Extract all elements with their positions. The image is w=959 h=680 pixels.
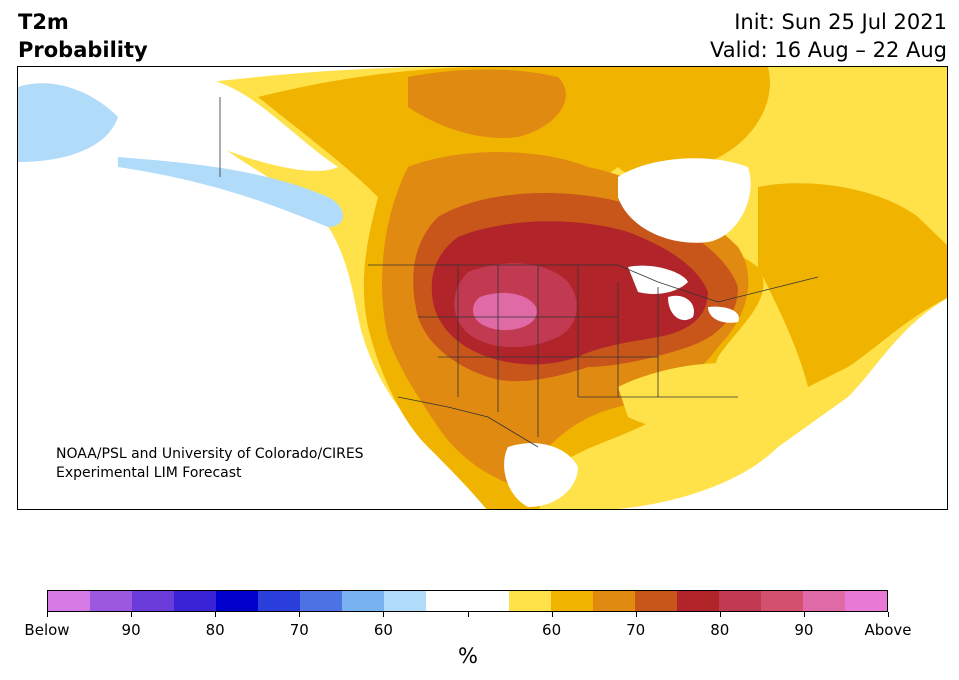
colorbar-tick-mark <box>635 612 637 617</box>
colorbar-segment <box>845 591 888 611</box>
colorbar-tick-label: 80 <box>710 621 730 639</box>
state-lines <box>418 265 738 437</box>
valid-range: Valid: 16 Aug – 22 Aug <box>709 38 947 62</box>
map-svg <box>18 67 947 509</box>
region-90pct-core <box>473 292 537 331</box>
colorbar-tick-label: 60 <box>373 621 393 639</box>
colorbar-segment <box>48 591 90 611</box>
colorbar-tick-label: Below <box>24 621 70 639</box>
alaska-interior-white <box>118 73 338 171</box>
colorbar-segment <box>761 591 804 611</box>
colorbar-tick-mark <box>47 612 48 617</box>
credit-line1: NOAA/PSL and University of Colorado/CIRE… <box>56 446 364 462</box>
colorbar-segment <box>341 591 384 611</box>
colorbar-segment <box>635 591 678 611</box>
colorbar-segment <box>467 591 510 611</box>
forecast-info: Init: Sun 25 Jul 2021 Valid: 16 Aug – 22… <box>710 8 947 64</box>
colorbar-segment <box>425 591 468 611</box>
colorbar-tick-mark <box>131 612 133 617</box>
colorbar-tick-mark <box>888 612 889 617</box>
colorbar-segment <box>173 591 216 611</box>
init-date: Init: Sun 25 Jul 2021 <box>734 10 947 34</box>
colorbar-segment <box>677 591 720 611</box>
colorbar-tick-label: 60 <box>542 621 562 639</box>
colorbar-tick-mark <box>467 612 469 617</box>
colorbar-segment <box>299 591 342 611</box>
colorbar-segment <box>803 591 846 611</box>
colorbar-segment <box>551 591 594 611</box>
region-60-70pct-orange-east <box>758 183 947 387</box>
colorbar-segment <box>383 591 426 611</box>
credit-line2: Experimental LIM Forecast <box>56 465 242 481</box>
colorbar-tick-mark <box>803 612 805 617</box>
colorbar-segment <box>215 591 258 611</box>
title-subtitle: Probability <box>18 38 148 62</box>
region-mexico-white <box>504 443 578 507</box>
us-mexico-border <box>397 396 539 448</box>
colorbar-segment <box>593 591 636 611</box>
colorbar <box>47 590 888 612</box>
region-cold-alaska-coast <box>118 157 343 227</box>
colorbar-tick-mark <box>299 612 301 617</box>
colorbar-segment <box>131 591 174 611</box>
hudson-bay <box>618 158 751 243</box>
us-canada-border <box>368 264 819 303</box>
probability-map: NOAA/PSL and University of Colorado/CIRE… <box>17 66 948 510</box>
map-title: T2m Probability <box>18 8 148 64</box>
political-borders <box>219 97 819 448</box>
colorbar-tick-mark <box>383 612 385 617</box>
colorbar-segment <box>509 591 552 611</box>
credit-text: NOAA/PSL and University of Colorado/CIRE… <box>56 445 364 483</box>
colorbar-segment <box>719 591 762 611</box>
colorbar-tick-label: 90 <box>794 621 814 639</box>
colorbar-segment <box>89 591 132 611</box>
colorbar-tick-mark <box>551 612 553 617</box>
great-lakes <box>628 265 739 323</box>
colorbar-tick-label: 70 <box>289 621 309 639</box>
title-variable: T2m <box>18 10 69 34</box>
colorbar-segment <box>257 591 300 611</box>
colorbar-tick-label: 70 <box>626 621 646 639</box>
colorbar-tick-mark <box>719 612 721 617</box>
colorbar-unit: % <box>458 644 478 668</box>
region-70pct-north <box>408 69 566 138</box>
region-cold-60pct <box>18 83 118 162</box>
colorbar-tick-mark <box>215 612 217 617</box>
colorbar-tick-label: 90 <box>121 621 141 639</box>
colorbar-tick-label: 80 <box>205 621 225 639</box>
colorbar-tick-label: Above <box>864 621 912 639</box>
